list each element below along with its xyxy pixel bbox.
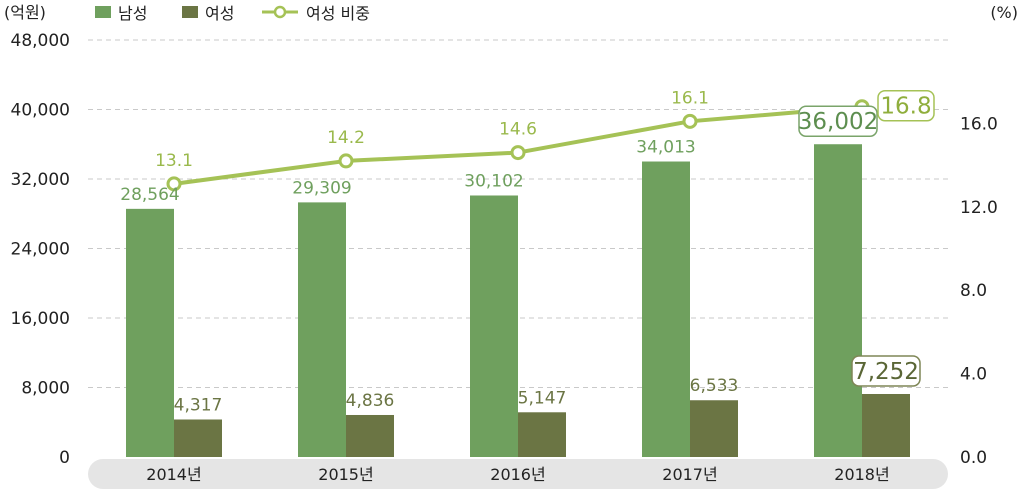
legend-label-ratio: 여성 비중	[306, 4, 370, 23]
legend-swatch-female	[182, 6, 198, 18]
data-label-ratio: 14.6	[499, 120, 537, 140]
bar-male	[126, 208, 174, 457]
x-tick-label: 2015년	[318, 465, 373, 484]
x-tick-label: 2016년	[490, 465, 545, 484]
data-label-ratio: 14.2	[327, 128, 365, 148]
highlight-box-female	[851, 355, 921, 387]
bar-female	[862, 393, 910, 457]
legend-marker-ratio	[273, 5, 287, 19]
left-axis-unit: (억원)	[4, 3, 46, 22]
data-label-female: 7,252	[853, 359, 919, 385]
right-tick-label: 8.0	[960, 281, 987, 301]
bar-female	[518, 412, 566, 457]
legend-label-female: 여성	[205, 4, 234, 23]
ratio-point	[166, 176, 182, 192]
legend: 남성 여성 여성 비중	[95, 4, 370, 23]
left-tick-label: 40,000	[11, 101, 70, 121]
right-tick-label: 0.0	[960, 448, 987, 468]
ratio-point	[510, 145, 526, 161]
data-labels: 28,564 4,317 13.1 29,309 4,836 14.2 30,102 5,14…	[120, 88, 935, 415]
x-tick-label: 2014년	[146, 465, 201, 484]
bar-male	[642, 161, 690, 457]
x-axis-band	[88, 459, 948, 489]
ratio-point	[338, 153, 354, 169]
highlight-box-ratio	[877, 89, 935, 122]
data-label-male: 28,564	[120, 185, 179, 205]
data-label-ratio: 16.1	[671, 88, 709, 108]
data-label-female: 5,147	[518, 388, 567, 408]
left-tick-label: 24,000	[11, 240, 70, 260]
data-label-female: 4,317	[174, 395, 223, 415]
x-tick-label: 2018년	[834, 465, 889, 484]
bar-male	[814, 144, 862, 458]
axes: 0 8,000 16,000 24,000 32,000 40,000 48,000 0.0 4…	[4, 3, 1018, 484]
left-tick-label: 16,000	[11, 309, 70, 329]
bar-male	[470, 195, 518, 457]
data-label-male: 29,309	[292, 178, 351, 198]
left-tick-label: 32,000	[11, 170, 70, 190]
data-label-male: 36,002	[798, 109, 878, 135]
data-label-male: 30,102	[464, 171, 523, 191]
legend-swatch-male	[95, 6, 111, 18]
data-label-male: 34,013	[636, 138, 695, 158]
right-tick-label: 4.0	[960, 365, 987, 385]
right-tick-label: 16.0	[960, 114, 998, 134]
left-tick-label: 48,000	[11, 31, 70, 51]
data-label-female: 4,836	[346, 391, 395, 411]
data-label-ratio: 13.1	[155, 151, 193, 171]
bar-male	[298, 202, 346, 457]
data-label-female: 6,533	[690, 376, 739, 396]
legend-label-male: 남성	[118, 4, 147, 23]
right-axis-unit: (%)	[990, 3, 1018, 22]
bars	[126, 144, 910, 458]
ratio-point	[682, 113, 698, 129]
left-tick-label: 8,000	[21, 379, 70, 399]
bar-female	[690, 400, 738, 457]
x-tick-label: 2017년	[662, 465, 717, 484]
highlight-box-male	[798, 105, 878, 137]
bar-female	[174, 419, 222, 457]
right-tick-label: 12.0	[960, 198, 998, 218]
data-label-ratio: 16.8	[880, 94, 931, 120]
bar-female	[346, 414, 394, 457]
left-tick-label: 0	[59, 448, 70, 468]
